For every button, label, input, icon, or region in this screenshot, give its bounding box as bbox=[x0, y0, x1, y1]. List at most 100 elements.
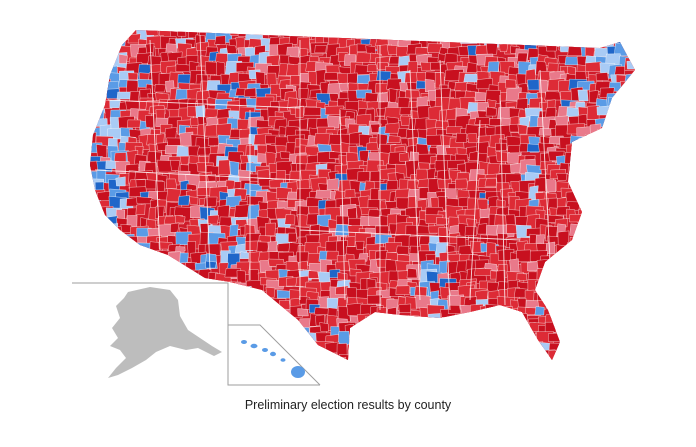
county-cell bbox=[346, 152, 359, 162]
county-cell bbox=[629, 174, 635, 185]
county-cell bbox=[519, 143, 530, 153]
county-cell bbox=[467, 325, 486, 338]
county-cell bbox=[628, 44, 635, 62]
county-cell bbox=[355, 361, 370, 371]
county-cell bbox=[498, 315, 517, 325]
county-cell bbox=[508, 344, 519, 358]
county-cell bbox=[176, 288, 192, 299]
county-cell bbox=[90, 43, 96, 52]
county-cell bbox=[269, 315, 283, 329]
county-cell bbox=[485, 106, 497, 117]
county-cell bbox=[587, 30, 600, 42]
county-cell bbox=[315, 189, 333, 199]
county-cell bbox=[637, 326, 655, 340]
county-cell bbox=[505, 79, 517, 89]
county-cell bbox=[597, 187, 610, 202]
county-cell bbox=[90, 63, 102, 75]
county-cell bbox=[460, 326, 473, 336]
county-cell bbox=[90, 248, 104, 263]
county-cell bbox=[446, 126, 463, 134]
county-cell bbox=[598, 180, 616, 191]
county-cell bbox=[460, 30, 477, 42]
county-cell bbox=[90, 268, 106, 281]
county-cell bbox=[600, 358, 613, 360]
county-cell bbox=[629, 350, 635, 360]
county-cell bbox=[615, 362, 632, 371]
county-cell bbox=[596, 138, 610, 154]
county-cell bbox=[287, 326, 303, 341]
county-cell bbox=[466, 179, 480, 192]
county-cell bbox=[97, 287, 112, 305]
county-cell bbox=[566, 344, 584, 360]
county-cell bbox=[90, 82, 98, 93]
county-cell bbox=[544, 321, 557, 333]
county-cell bbox=[589, 123, 602, 138]
county-cell bbox=[606, 232, 619, 241]
county-cell bbox=[476, 350, 491, 360]
county-cell bbox=[567, 251, 584, 267]
county-cell bbox=[424, 79, 436, 93]
county-cell bbox=[265, 287, 276, 298]
county-cell bbox=[97, 314, 111, 329]
county-cell bbox=[627, 309, 635, 326]
county-cell bbox=[495, 270, 506, 284]
county-cell bbox=[387, 135, 401, 143]
county-cell bbox=[229, 343, 242, 358]
county-cell bbox=[97, 251, 115, 261]
county-cell bbox=[465, 353, 476, 360]
county-cell bbox=[136, 196, 153, 205]
county-cell bbox=[297, 333, 308, 349]
county-cell bbox=[617, 172, 633, 185]
county-cell bbox=[366, 141, 379, 151]
county-cell bbox=[206, 316, 216, 331]
county-cell bbox=[577, 335, 586, 351]
county-cell bbox=[620, 81, 633, 92]
county-cell bbox=[388, 88, 398, 103]
county-cell bbox=[430, 332, 443, 344]
county-cell bbox=[499, 306, 513, 323]
county-cell bbox=[575, 341, 584, 357]
county-cell bbox=[488, 332, 498, 346]
county-cell bbox=[587, 34, 600, 50]
county-cell bbox=[558, 254, 577, 267]
county-cell bbox=[155, 354, 164, 360]
county-cell bbox=[608, 279, 621, 289]
county-cell bbox=[156, 262, 174, 273]
county-cell bbox=[375, 83, 390, 93]
county-cell bbox=[434, 359, 449, 360]
county-cell bbox=[638, 334, 649, 341]
county-cell bbox=[609, 209, 627, 224]
county-cell bbox=[545, 179, 556, 193]
county-cell bbox=[515, 313, 528, 322]
county-cell bbox=[597, 226, 617, 237]
county-cell bbox=[126, 119, 141, 128]
county-cell bbox=[626, 196, 635, 211]
county-cell bbox=[470, 34, 486, 42]
county-cell bbox=[375, 352, 388, 360]
county-cell bbox=[127, 254, 141, 269]
county-cell bbox=[545, 43, 557, 52]
county-cell bbox=[464, 30, 480, 43]
county-cell bbox=[164, 351, 182, 360]
county-cell bbox=[548, 254, 567, 264]
county-cell bbox=[596, 169, 609, 184]
county-cell bbox=[590, 147, 609, 157]
county-cell bbox=[436, 217, 450, 225]
county-cell bbox=[596, 199, 608, 214]
county-cell bbox=[561, 361, 574, 376]
county-cell bbox=[109, 251, 126, 262]
county-cell bbox=[115, 255, 126, 272]
county-cell bbox=[629, 135, 635, 150]
county-cell bbox=[624, 73, 635, 84]
county-cell bbox=[536, 258, 555, 269]
county-cell bbox=[574, 270, 595, 286]
county-cell bbox=[415, 317, 427, 328]
county-cell bbox=[620, 280, 632, 295]
county-cell bbox=[364, 315, 384, 327]
county-cell bbox=[118, 54, 128, 64]
county-cell bbox=[90, 98, 106, 114]
county-cell bbox=[486, 30, 499, 38]
county-cell bbox=[579, 171, 596, 188]
county-cell bbox=[199, 294, 211, 306]
county-cell bbox=[277, 242, 291, 252]
